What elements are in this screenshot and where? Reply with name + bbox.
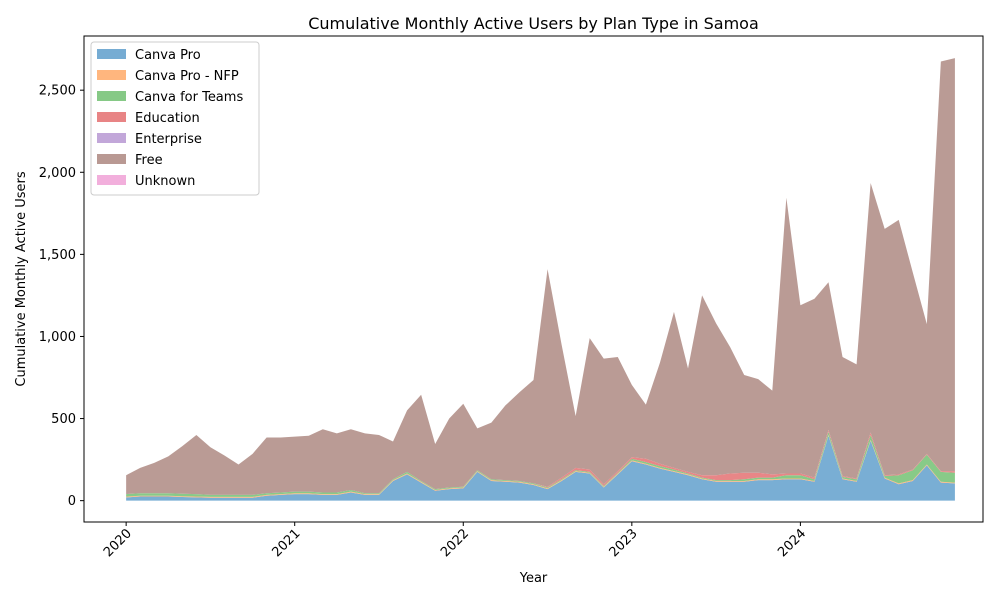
x-axis-label: Year bbox=[519, 571, 548, 586]
legend-label: Canva Pro bbox=[135, 48, 201, 63]
legend-swatch bbox=[97, 175, 126, 185]
legend-swatch bbox=[97, 133, 126, 143]
y-tick-label: 2,000 bbox=[39, 166, 76, 181]
legend-swatch bbox=[97, 70, 126, 80]
y-tick-label: 0 bbox=[68, 494, 76, 509]
legend-label: Unknown bbox=[135, 174, 195, 189]
legend-swatch bbox=[97, 91, 126, 101]
legend-swatch bbox=[97, 154, 126, 164]
legend-label: Free bbox=[135, 153, 163, 168]
area-education bbox=[126, 430, 955, 495]
y-axis-ticks: 0 500 1,000 1,500 2,000 2,500 bbox=[39, 84, 84, 509]
y-axis-label: Cumulative Monthly Active Users bbox=[14, 171, 29, 386]
y-tick-label: 2,500 bbox=[39, 84, 76, 99]
legend-label: Canva Pro - NFP bbox=[135, 69, 239, 84]
legend-frame bbox=[90, 41, 260, 196]
legend-label: Canva for Teams bbox=[135, 90, 243, 105]
legend-label: Education bbox=[135, 111, 200, 126]
y-tick-label: 1,000 bbox=[39, 330, 76, 345]
plot-frame bbox=[83, 35, 984, 523]
legend-swatch bbox=[97, 49, 126, 59]
chart-title: Cumulative Monthly Active Users by Plan … bbox=[308, 14, 759, 33]
area-layers bbox=[126, 58, 955, 501]
legend: Canva Pro Canva Pro - NFP Canva for Teams E… bbox=[90, 41, 260, 196]
area-free bbox=[126, 58, 955, 495]
y-tick-label: 1,500 bbox=[39, 248, 76, 263]
y-tick-label: 500 bbox=[51, 412, 76, 427]
area-canva-pro bbox=[126, 435, 955, 501]
legend-label: Enterprise bbox=[135, 132, 202, 147]
legend-swatch bbox=[97, 112, 126, 122]
